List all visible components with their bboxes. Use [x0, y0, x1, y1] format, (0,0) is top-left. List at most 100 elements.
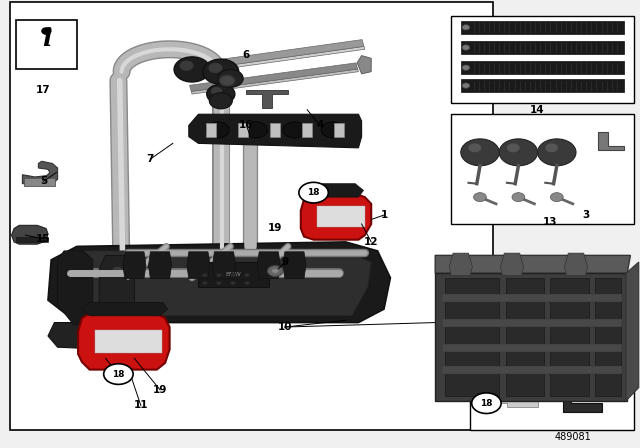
Circle shape — [461, 139, 499, 166]
Circle shape — [507, 143, 520, 152]
Circle shape — [212, 88, 221, 95]
Text: 4: 4 — [316, 121, 324, 130]
FancyBboxPatch shape — [317, 206, 365, 227]
Polygon shape — [22, 161, 58, 184]
Polygon shape — [445, 278, 499, 396]
FancyBboxPatch shape — [24, 178, 55, 186]
FancyBboxPatch shape — [10, 2, 493, 430]
Circle shape — [550, 193, 563, 202]
Polygon shape — [82, 302, 168, 316]
Polygon shape — [499, 389, 538, 407]
FancyBboxPatch shape — [334, 123, 344, 137]
Circle shape — [538, 139, 576, 166]
FancyBboxPatch shape — [95, 330, 162, 353]
Polygon shape — [442, 319, 622, 327]
Polygon shape — [59, 251, 371, 316]
FancyBboxPatch shape — [16, 237, 48, 242]
Circle shape — [202, 281, 207, 285]
Circle shape — [244, 281, 250, 285]
Circle shape — [462, 45, 470, 50]
Polygon shape — [435, 255, 630, 273]
Circle shape — [462, 25, 470, 30]
Circle shape — [230, 273, 236, 277]
FancyBboxPatch shape — [206, 123, 216, 137]
Polygon shape — [78, 314, 170, 370]
Text: 10: 10 — [278, 322, 292, 332]
FancyBboxPatch shape — [198, 262, 269, 287]
Polygon shape — [357, 56, 371, 74]
Circle shape — [216, 281, 221, 285]
Polygon shape — [301, 195, 371, 240]
Text: 12: 12 — [364, 237, 378, 247]
Circle shape — [244, 273, 250, 277]
Polygon shape — [48, 323, 118, 349]
Circle shape — [203, 59, 239, 84]
Circle shape — [174, 57, 210, 82]
Text: BMW: BMW — [226, 272, 241, 277]
Circle shape — [321, 122, 344, 138]
Polygon shape — [563, 381, 602, 412]
Text: i: i — [42, 27, 51, 51]
Text: 1: 1 — [380, 210, 388, 220]
Circle shape — [202, 273, 207, 277]
FancyBboxPatch shape — [451, 114, 634, 224]
Polygon shape — [550, 278, 589, 396]
Polygon shape — [148, 252, 172, 279]
Polygon shape — [435, 273, 627, 401]
Circle shape — [209, 93, 232, 109]
Polygon shape — [191, 69, 358, 94]
Circle shape — [207, 84, 235, 104]
Circle shape — [206, 122, 229, 138]
Text: 6: 6 — [243, 50, 250, 60]
FancyBboxPatch shape — [470, 361, 634, 430]
Circle shape — [180, 61, 193, 70]
Polygon shape — [500, 253, 524, 276]
Polygon shape — [99, 255, 134, 325]
Polygon shape — [461, 61, 624, 74]
Polygon shape — [442, 294, 622, 302]
Circle shape — [462, 83, 470, 88]
Polygon shape — [189, 114, 362, 148]
Text: 489081: 489081 — [554, 432, 591, 442]
Text: 14: 14 — [531, 105, 545, 115]
FancyBboxPatch shape — [238, 123, 248, 137]
Circle shape — [472, 393, 501, 414]
Circle shape — [230, 281, 236, 285]
Circle shape — [283, 122, 306, 138]
Text: 15: 15 — [36, 234, 51, 244]
Text: 18: 18 — [477, 369, 492, 379]
Circle shape — [474, 193, 486, 202]
Text: 3: 3 — [582, 210, 589, 220]
Circle shape — [462, 65, 470, 70]
Circle shape — [109, 264, 134, 282]
Circle shape — [244, 122, 268, 138]
Circle shape — [104, 364, 133, 384]
Polygon shape — [257, 252, 280, 279]
Text: 17: 17 — [36, 85, 51, 95]
Circle shape — [218, 69, 243, 87]
Polygon shape — [506, 278, 544, 396]
Polygon shape — [283, 252, 306, 279]
Circle shape — [468, 143, 481, 152]
FancyBboxPatch shape — [302, 123, 312, 137]
Polygon shape — [598, 132, 624, 150]
Circle shape — [268, 266, 283, 276]
Polygon shape — [123, 252, 146, 279]
Circle shape — [499, 139, 538, 166]
Circle shape — [545, 143, 558, 152]
Circle shape — [216, 273, 221, 277]
Polygon shape — [564, 253, 588, 276]
FancyBboxPatch shape — [451, 16, 634, 103]
Circle shape — [299, 182, 328, 203]
Circle shape — [113, 267, 122, 274]
Polygon shape — [212, 252, 236, 279]
FancyBboxPatch shape — [270, 123, 280, 137]
Polygon shape — [595, 278, 621, 396]
Text: 18: 18 — [112, 370, 125, 379]
Polygon shape — [626, 262, 639, 401]
Polygon shape — [461, 21, 624, 34]
Text: 19: 19 — [153, 385, 167, 395]
Polygon shape — [48, 242, 390, 323]
Polygon shape — [12, 225, 48, 244]
Circle shape — [220, 75, 235, 86]
